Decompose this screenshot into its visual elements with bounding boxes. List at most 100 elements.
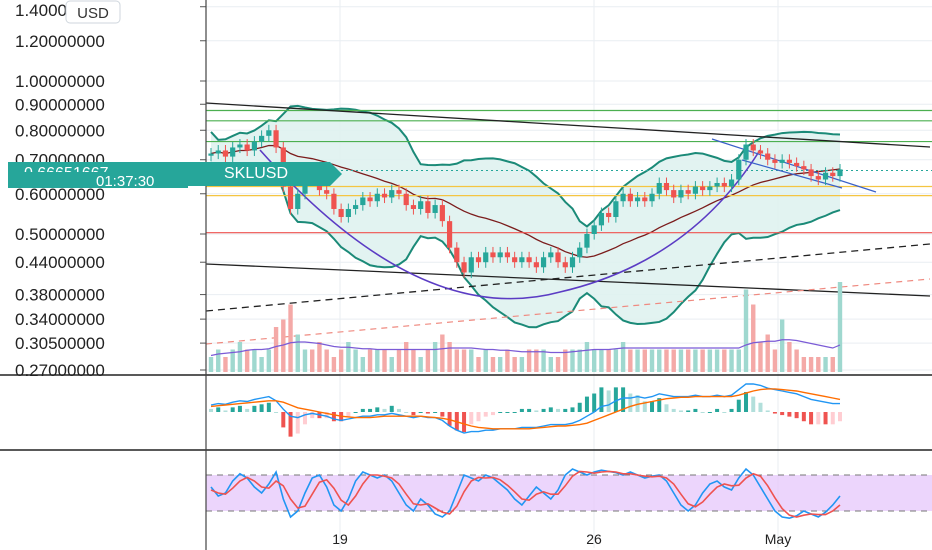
candle-body [569,257,576,268]
volume-bar [787,342,792,372]
y-tick-label: 0.34000000 [15,310,105,329]
volume-bar [577,349,582,372]
candle-body [548,252,554,258]
volume-bar [266,349,272,372]
y-tick-label: 0.44000000 [15,253,105,272]
y-tick-label: 0.50000000 [15,225,105,244]
candle-body [801,166,807,170]
volume-bar [512,357,517,372]
volume-bar [483,349,488,372]
candle-body [519,257,525,263]
volume-bar [736,349,741,372]
macd-histogram-bar [288,412,293,437]
macd-histogram-bar [425,412,430,414]
y-tick-label: 0.30500000 [15,334,105,353]
macd-histogram-bar [816,412,821,425]
currency-badge[interactable]: USD [65,0,121,24]
volume-bar [657,349,662,372]
volume-bar [707,349,713,372]
volume-bar [837,282,843,372]
y-tick-label: 0.27000000 [15,361,105,380]
macd-histogram-bar [744,391,749,412]
volume-bar [555,357,561,372]
volume-bar [816,357,821,372]
macd-histogram-bar [628,393,633,412]
y-tick-label: 0.80000000 [15,121,105,140]
macd-histogram-bar [527,408,532,412]
candle-body [410,205,417,209]
volume-bar [830,357,835,372]
volume-bar [331,357,337,372]
candle-body [381,193,388,198]
candle-body [830,172,836,177]
candle-body [324,190,330,194]
macd-histogram-bar [722,412,727,413]
volume-bar [375,349,380,372]
candle-body [273,130,279,148]
volume-bar [237,342,243,372]
volume-bar [599,349,604,372]
candle-body [526,257,532,263]
volume-bar [685,349,691,372]
candle-body [222,150,229,157]
candle-body [707,186,713,191]
volume-bar [722,349,727,372]
candle-body [671,190,677,198]
candle-body [750,144,756,151]
macd-histogram-bar [505,412,510,413]
candle-body [598,212,605,226]
bollinger-fill [211,105,840,328]
macd-histogram-bar [577,402,582,412]
macd-pane [209,383,842,437]
bollinger-basis [210,144,841,258]
macd-histogram-bar [209,408,213,412]
volume-bar [526,349,532,372]
volume-bar [216,349,221,372]
macd-histogram-bar [657,398,662,412]
macd-histogram-bar [765,410,770,412]
macd-histogram-bar [469,412,474,425]
rounding-bottom-arc [259,149,761,300]
volume-bar [534,349,539,372]
candle-body [461,262,467,273]
macd-histogram-bar [411,412,416,416]
trend-line-dashed [205,243,931,312]
macd-histogram-bar [772,412,777,414]
candle-body [815,176,821,180]
macd-histogram-bar [440,412,445,417]
macd-histogram-bar [751,396,756,412]
volume-bar [310,349,315,372]
candle-body [620,193,626,202]
volume-bar [259,357,264,372]
macd-line [210,383,840,434]
macd-histogram-bar [592,393,597,412]
volume-bar [382,349,387,372]
y-tick-label: 0.38000000 [15,286,105,305]
volume-bar [223,357,228,372]
candle-body [584,234,590,248]
macd-histogram-bar [794,412,799,419]
candle-body [396,190,402,194]
candle-body [287,186,294,209]
macd-histogram-bar [838,412,842,422]
candle-body [757,150,764,154]
macd-histogram-bar [715,408,720,412]
macd-histogram-bar [664,404,669,412]
candle-body [765,153,771,160]
trend-line-upper [205,102,931,148]
volume-bar [295,334,300,372]
candle-body [627,193,633,202]
stochastic-k-line [210,467,841,520]
macd-histogram-bar [346,412,351,417]
channel-line-top [711,138,877,193]
macd-histogram-bar [541,408,546,412]
bollinger-lower [210,163,841,329]
volume-bar [541,349,546,372]
candle-body [577,247,583,258]
macd-histogram-bar [729,408,734,412]
volume-bar [302,349,308,372]
macd-histogram-bar [519,408,524,412]
macd-histogram-bar [295,412,300,434]
macd-histogram-bar [599,387,604,412]
